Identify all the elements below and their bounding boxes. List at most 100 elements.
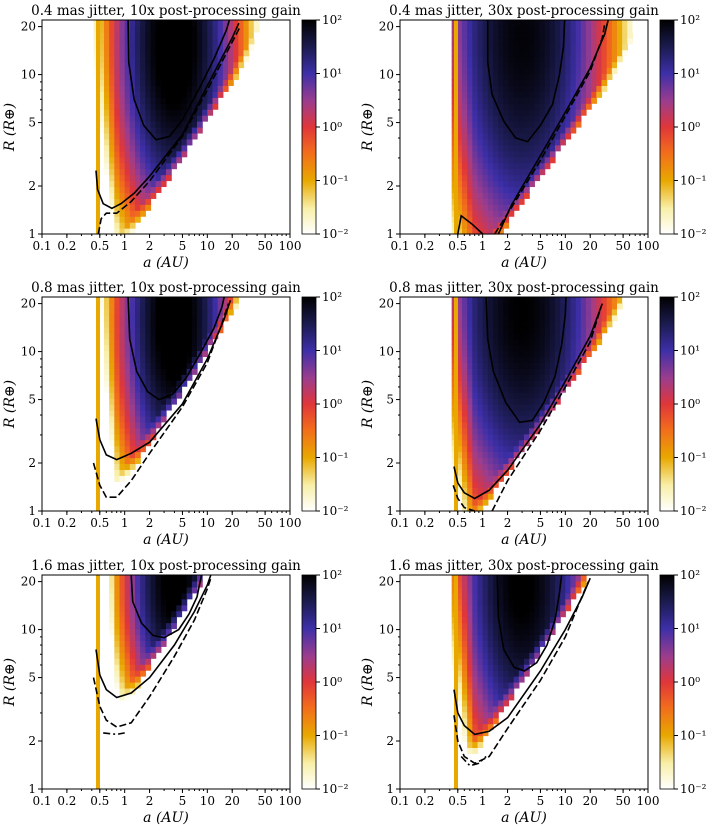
heatmap-cell <box>524 580 530 588</box>
heatmap-cell <box>212 49 219 57</box>
heatmap-cell <box>124 463 131 470</box>
heatmap-cell <box>114 144 121 152</box>
heatmap-cell <box>456 55 463 63</box>
heatmap-cell <box>529 350 535 358</box>
heatmap-cell <box>104 174 110 182</box>
x-axis-label: a (AU) <box>143 532 189 548</box>
heatmap-cell <box>135 404 141 411</box>
heatmap-cell <box>140 156 146 164</box>
heatmap-cell <box>166 362 172 369</box>
heatmap-cell <box>549 332 556 340</box>
heatmap-cell <box>160 320 167 328</box>
heatmap-cell <box>508 73 515 81</box>
heatmap-cell <box>140 25 146 33</box>
panel-title: 0.4 mas jitter, 10x post-processing gain <box>31 3 301 19</box>
heatmap-cell <box>467 150 473 158</box>
heatmap-cell <box>145 575 152 582</box>
heatmap-cell <box>529 168 535 176</box>
heatmap-cell <box>508 168 515 176</box>
heatmap-cell <box>591 91 597 98</box>
heatmap-cell <box>124 628 131 636</box>
heatmap-cell <box>217 20 224 27</box>
heatmap-cell <box>166 374 172 381</box>
heatmap-cell <box>575 121 582 128</box>
heatmap-cell <box>472 735 479 743</box>
heatmap-cell <box>493 20 499 27</box>
heatmap-cell <box>467 717 473 725</box>
heatmap-cell <box>140 634 146 641</box>
heatmap-cell <box>498 67 504 75</box>
heatmap-cell <box>129 344 136 352</box>
heatmap-cell <box>140 91 146 98</box>
heatmap-cell <box>456 475 463 482</box>
heatmap-cell <box>119 598 126 606</box>
heatmap-cell <box>611 297 618 304</box>
heatmap-cell <box>518 421 525 429</box>
heatmap-cell <box>513 103 520 110</box>
heatmap-cell <box>529 658 535 665</box>
heatmap-cell <box>124 374 131 381</box>
heatmap-cell <box>544 398 551 405</box>
heatmap-cell <box>493 210 499 217</box>
heatmap-cell <box>124 162 131 170</box>
heatmap-cell <box>513 398 520 405</box>
heatmap-cell <box>555 575 561 582</box>
heatmap-cell <box>155 386 162 393</box>
heatmap-cell <box>498 676 504 683</box>
heatmap-cell <box>508 25 515 33</box>
heatmap-cell <box>160 338 167 346</box>
heatmap-cell <box>524 49 530 57</box>
heatmap-cell <box>472 682 479 689</box>
heatmap-cell <box>513 49 520 57</box>
heatmap-cell <box>601 297 608 304</box>
heatmap-cell <box>544 622 551 630</box>
heatmap-cell <box>482 386 489 393</box>
heatmap-cell <box>456 469 463 476</box>
heatmap-cell <box>140 374 146 381</box>
heatmap-cell <box>534 386 541 393</box>
heatmap-cell <box>518 127 525 134</box>
heatmap-cell <box>124 320 131 328</box>
heatmap-cell <box>575 368 582 375</box>
heatmap-cell <box>456 362 463 369</box>
heatmap-cell <box>498 25 504 33</box>
heatmap-cell <box>155 380 162 387</box>
heatmap-cell <box>606 61 613 69</box>
heatmap-cell <box>518 314 525 322</box>
heatmap-cell <box>498 344 504 352</box>
heatmap-cell <box>596 67 603 75</box>
heatmap-cell <box>191 362 198 369</box>
heatmap-cell <box>513 616 520 624</box>
heatmap-cell <box>145 628 152 636</box>
heatmap-cell <box>539 598 546 606</box>
heatmap-cell <box>493 79 499 86</box>
heatmap-cell <box>456 198 463 205</box>
heatmap-cell <box>472 109 479 116</box>
heatmap-cell <box>570 43 577 51</box>
heatmap-cell <box>124 433 131 441</box>
heatmap-cell <box>487 640 494 647</box>
heatmap-cell <box>565 586 572 594</box>
heatmap-cell <box>197 314 203 322</box>
heatmap-cell <box>238 37 245 45</box>
heatmap-cell <box>456 580 463 588</box>
heatmap-cell <box>513 368 520 375</box>
heatmap-cell <box>487 415 494 423</box>
heatmap-cell <box>462 362 468 369</box>
heatmap-cell <box>518 652 525 659</box>
heatmap-cell <box>166 586 172 594</box>
heatmap-cell <box>503 380 510 387</box>
heatmap-cell <box>155 297 162 304</box>
heatmap-cell <box>228 73 234 81</box>
heatmap-cell <box>145 398 152 405</box>
heatmap-cell <box>454 575 458 789</box>
heatmap-cell <box>544 338 551 346</box>
heatmap-cell <box>160 61 167 69</box>
heatmap-cell <box>518 445 525 453</box>
heatmap-cell <box>104 43 110 51</box>
heatmap-cell <box>477 580 484 588</box>
heatmap-cell <box>493 216 499 223</box>
heatmap-cell <box>477 127 484 134</box>
heatmap-cell <box>472 138 479 146</box>
heatmap-cell <box>513 150 520 158</box>
